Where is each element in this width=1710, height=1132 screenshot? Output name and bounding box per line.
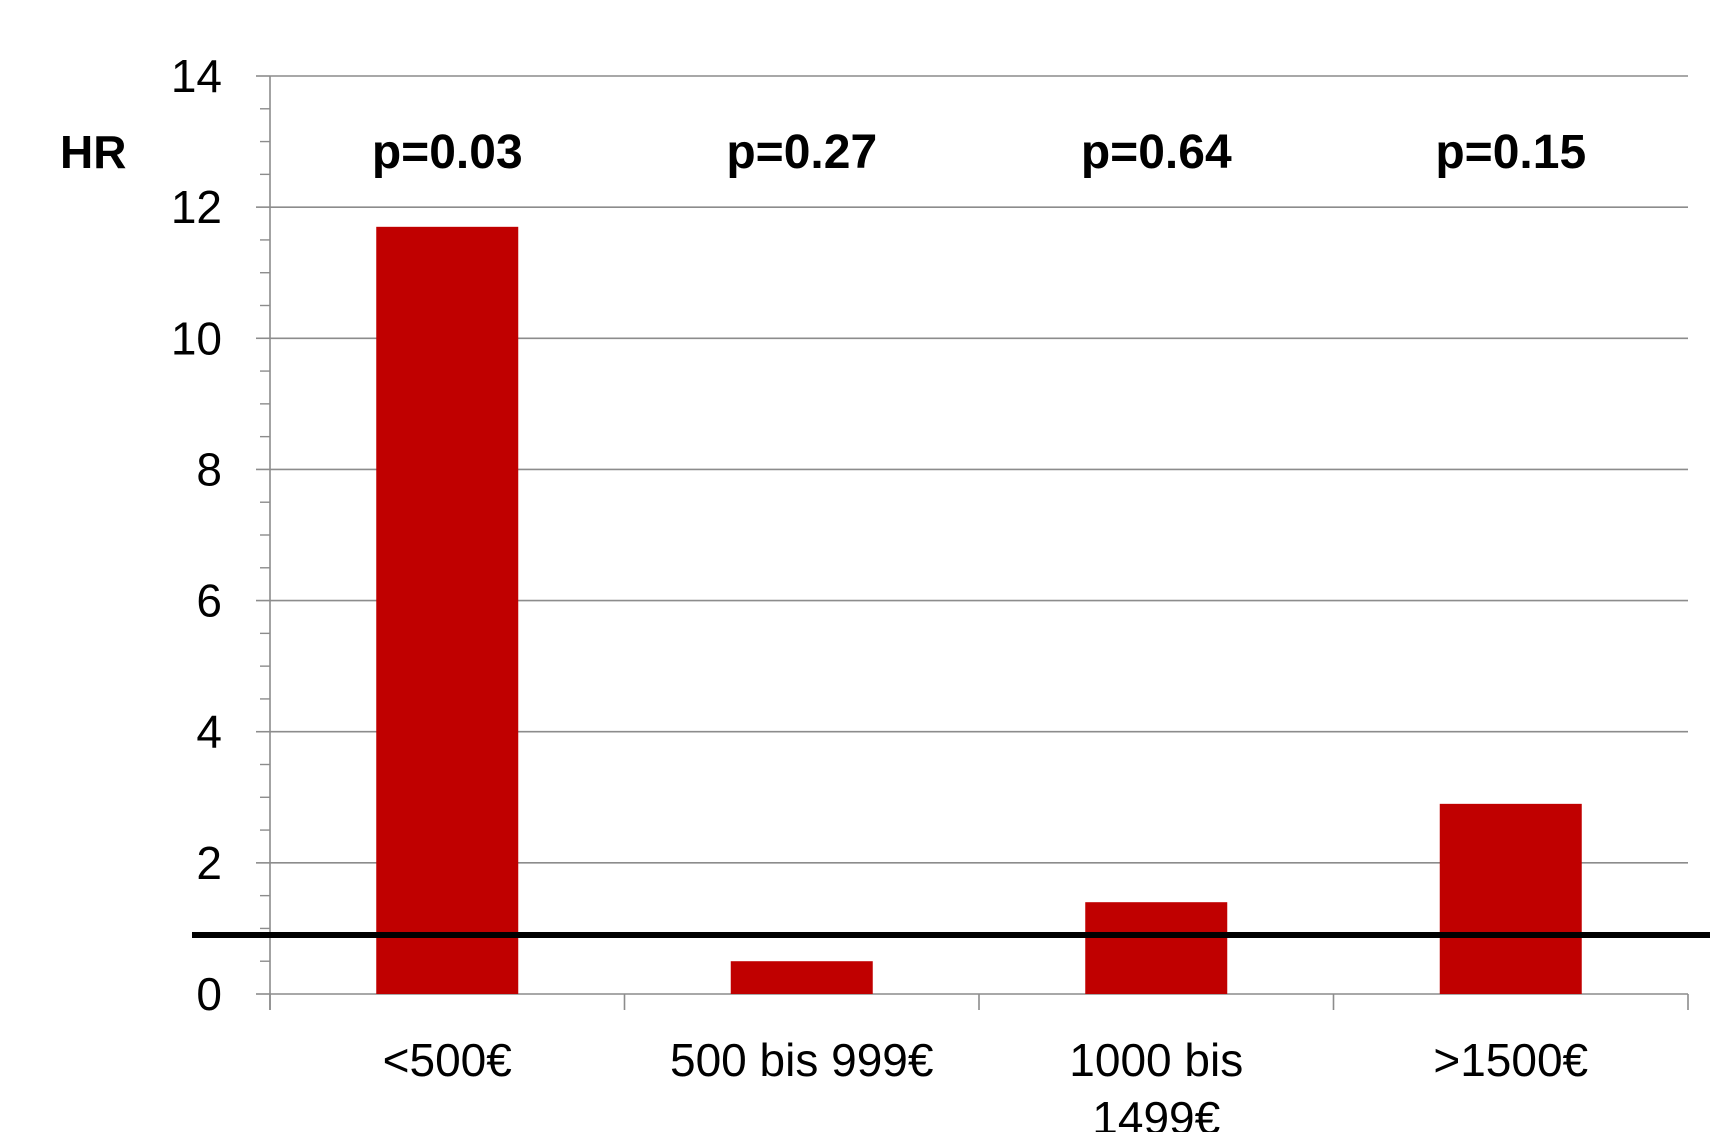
y-tick-label: 0 (196, 968, 222, 1020)
x-tick-label: >1500€ (1433, 1034, 1588, 1086)
labels: HR p=0.03 p=0.27 p=0.64 p=0.15 (60, 126, 1586, 179)
p-value-label: p=0.03 (372, 126, 523, 179)
x-tick-label: 500 bis 999€ (670, 1034, 933, 1086)
y-tick-label: 2 (196, 837, 222, 889)
y-tick-label: 12 (171, 181, 222, 233)
y-tick-label: 4 (196, 706, 222, 758)
bar (730, 961, 873, 994)
x-axis: <500€ 500 bis 999€ 1000 bis 1499€ >1500€ (269, 993, 1689, 1132)
y-axis: 0 2 4 6 8 10 12 14 (171, 50, 271, 1020)
x-tick-label: 1000 bis 1499€ (1069, 1034, 1243, 1132)
p-value-label: p=0.27 (726, 126, 877, 179)
p-value-label: p=0.64 (1081, 126, 1232, 179)
x-tick-label: <500€ (383, 1034, 512, 1086)
bars (376, 226, 1582, 995)
y-axis-label: HR (60, 126, 126, 178)
y-tick-label: 14 (171, 50, 222, 102)
bar (1439, 803, 1582, 994)
y-tick-label: 6 (196, 575, 222, 627)
y-tick-label: 8 (196, 443, 222, 495)
p-value-label: p=0.15 (1435, 126, 1586, 179)
bar (376, 226, 519, 995)
y-tick-label: 10 (171, 312, 222, 364)
bar (1085, 902, 1228, 994)
